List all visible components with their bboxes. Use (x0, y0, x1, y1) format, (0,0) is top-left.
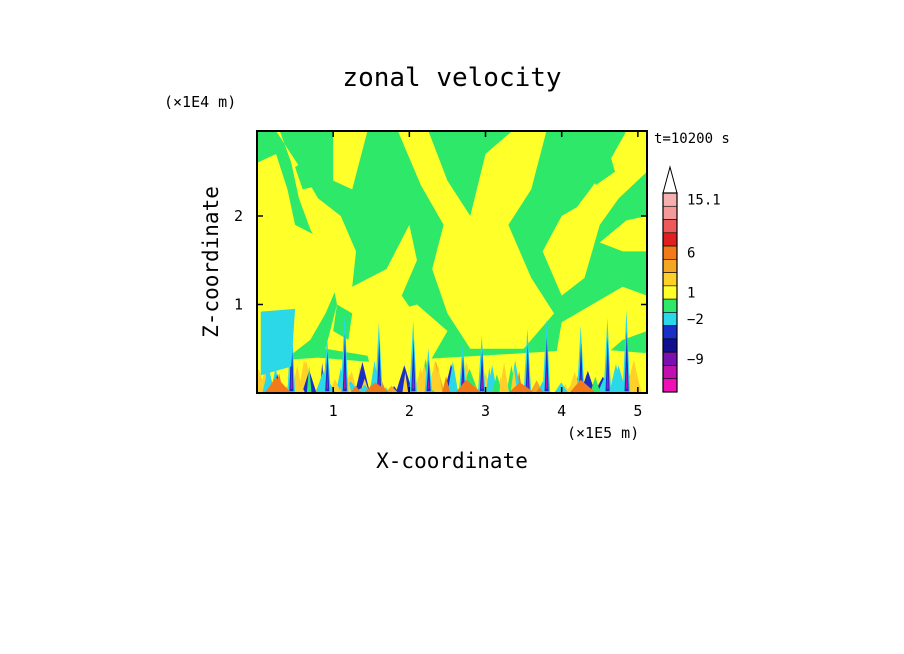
field-spike-102 (535, 387, 545, 393)
y-axis: 12 (234, 207, 647, 313)
field-region-orange-1 (363, 382, 391, 393)
plume-tip-9 (545, 366, 548, 389)
field-spike-118 (350, 385, 362, 393)
colorbar-arrow (662, 165, 678, 194)
field-region-yellow-6 (554, 286, 647, 367)
plot-area (257, 131, 647, 393)
field-spike-114 (306, 365, 312, 393)
field-region-green-1 (451, 131, 478, 163)
colorbar-swatch (662, 232, 678, 247)
field-spike-96 (434, 364, 443, 393)
field-region-yellow-5 (542, 131, 647, 296)
plume-tip-0 (290, 364, 293, 389)
plume-tip-3 (378, 368, 381, 389)
colorbar-swatch (662, 338, 678, 353)
colorbar-label: 6 (687, 246, 695, 262)
x-tick-label: 2 (405, 402, 414, 420)
x-tick-label: 1 (329, 402, 338, 420)
field-region-yellow-4 (363, 304, 448, 371)
field-spike-109 (384, 385, 399, 393)
colorbar-swatch (662, 245, 678, 260)
field-spike-56 (442, 376, 451, 393)
field-region-yellow-2 (333, 131, 368, 190)
colorbar-swatch (662, 378, 678, 393)
plume-core-7 (479, 350, 484, 392)
plume-tip-12 (625, 364, 628, 389)
field-region-cyan-left (260, 308, 296, 376)
colorbar-swatch (662, 285, 678, 300)
y-axis-unit: (×1E4 m) (164, 93, 236, 111)
colorbar-label: −2 (687, 312, 704, 328)
plume-core-11 (605, 336, 610, 392)
colorbar-frame (662, 192, 678, 393)
x-axis-unit: (×1E5 m) (567, 424, 639, 442)
y-tick-label: 2 (234, 207, 243, 225)
plume-core-8 (525, 344, 530, 392)
field-region-green-2 (584, 145, 616, 185)
x-tick-label: 5 (633, 402, 642, 420)
field-region-green-3 (333, 304, 353, 340)
plume-core-2 (342, 333, 347, 392)
colorbar-label: 1 (687, 286, 695, 302)
colorbar-swatch (662, 325, 678, 340)
plume-tip-5 (427, 377, 430, 389)
chart-title: zonal velocity (342, 63, 561, 93)
plume-tip-11 (606, 366, 609, 389)
field-spike-110 (402, 372, 409, 393)
x-axis-label: X-coordinate (376, 449, 528, 473)
field-spike-113 (499, 362, 510, 393)
x-tick-label: 4 (557, 402, 566, 420)
colorbar-swatch (662, 298, 678, 313)
colorbar-swatch (662, 205, 678, 220)
colorbar-swatch (662, 312, 678, 326)
field-contours (257, 131, 647, 393)
colorbar-label: 15.1 (687, 193, 721, 209)
colorbar-swatch (662, 219, 678, 234)
plume-core-4 (411, 338, 416, 392)
field-spike-97 (491, 374, 503, 393)
x-tick-label: 3 (481, 402, 490, 420)
field-region-green-0 (295, 154, 322, 190)
field-region-yellow-1 (276, 131, 433, 358)
plume-core-9 (544, 337, 549, 392)
field-region-yellow-7 (599, 215, 647, 252)
colorbar-swatch (662, 259, 678, 273)
time-label: t=10200 s (654, 131, 730, 147)
field-spike-88 (486, 367, 493, 393)
field-region-orange-4 (569, 379, 596, 393)
plume-tip-4 (412, 367, 415, 389)
y-tick-label: 1 (234, 295, 243, 313)
plume-tip-7 (480, 372, 483, 389)
plot-frame (256, 130, 648, 394)
y-axis-label: Z-coordinate (199, 186, 223, 338)
field-region-orange-3 (508, 382, 536, 393)
plume-tip-8 (526, 370, 529, 389)
plume-core-1 (325, 350, 330, 392)
field-region-yellow-3 (397, 131, 555, 349)
field-spike-47 (447, 361, 459, 393)
plume-core-10 (578, 342, 584, 392)
field-spike-107 (590, 376, 601, 393)
plume-tip-1 (326, 373, 329, 389)
field-region-orange-2 (455, 379, 482, 393)
colorbar-label: −9 (687, 352, 704, 368)
x-axis: 1 2 3 4 5 (329, 131, 642, 420)
colorbar: 15.1 6 1 −2 −9 (662, 165, 721, 393)
colorbar-swatch (662, 192, 678, 207)
colorbar-swatch (662, 351, 678, 366)
colorbar-swatch (662, 272, 678, 287)
field-region-orange-0 (264, 377, 292, 393)
field-spike-67 (609, 364, 623, 393)
plume-core-3 (376, 339, 382, 392)
colorbar-swatch (662, 365, 678, 380)
plume-core-6 (460, 355, 465, 392)
plume-tip-2 (343, 365, 346, 389)
plume-core-12 (624, 330, 629, 392)
plume-core-5 (426, 359, 431, 392)
